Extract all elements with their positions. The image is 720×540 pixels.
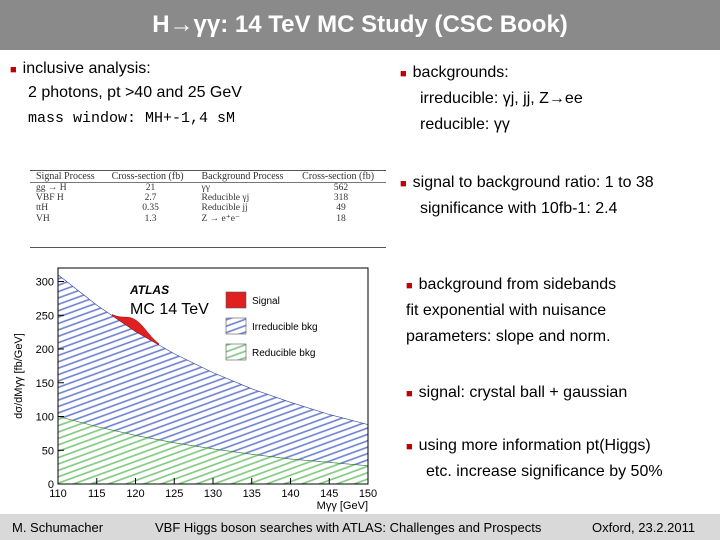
- atlas-label: ATLAS: [129, 283, 169, 297]
- table-cell: 0.35: [142, 203, 159, 213]
- signal-peak: [112, 314, 159, 346]
- bullet-icon: ■: [400, 68, 407, 80]
- table-header-cell: Signal Process: [30, 171, 106, 183]
- bullet-ratio: ■ signal to background ratio: 1 to 38: [400, 174, 654, 192]
- bullet-signal-model: ■ signal: crystal ball + gaussian: [406, 384, 627, 402]
- table-cell: Reducible jj: [201, 203, 248, 213]
- table-cell: 2.7: [144, 193, 157, 203]
- bullet-text: using more information pt(Higgs): [418, 437, 651, 454]
- y-axis-label: dσ/dMγγ [fb/GeV]: [13, 333, 25, 419]
- table-cell: Z → e⁺e⁻: [201, 214, 241, 224]
- sideband-fit-text: fit exponential with nuisance: [406, 302, 607, 319]
- bullet-backgrounds: ■ backgrounds:: [400, 64, 509, 82]
- footer-talk-title: VBF Higgs boson searches with ATLAS: Cha…: [155, 520, 542, 535]
- mc-label: MC 14 TeV: [130, 301, 209, 318]
- x-tick-label: 135: [243, 488, 261, 500]
- bullet-icon: ■: [406, 280, 413, 292]
- table-cell: VBF H: [36, 193, 64, 203]
- bullet-more-info: ■ using more information pt(Higgs): [406, 437, 651, 455]
- legend-label: Reducible bkg: [252, 348, 315, 359]
- slide-title: H→γγ: 14 TeV MC Study (CSC Book): [0, 0, 720, 50]
- legend-swatch: [225, 317, 247, 335]
- y-tick-label: 300: [36, 277, 54, 289]
- table-row: gg → H 21 γγ 562: [30, 183, 386, 193]
- sideband-params-text: parameters: slope and norm.: [406, 328, 611, 345]
- bullet-text: inclusive analysis:: [22, 60, 151, 77]
- bullet-icon: ■: [406, 441, 413, 453]
- bullet-icon: ■: [406, 388, 413, 400]
- footer-author: M. Schumacher: [12, 520, 104, 535]
- bullet-text: signal: crystal ball + gaussian: [418, 384, 628, 401]
- reducible-text: reducible: γγ: [420, 116, 510, 133]
- y-tick-label: 100: [36, 412, 54, 424]
- table-cell: 1.3: [144, 213, 157, 224]
- bullet-text: backgrounds:: [412, 64, 509, 81]
- table-cell: gg → H: [36, 183, 67, 193]
- table-cell: VH: [36, 213, 50, 224]
- x-axis-label: Mγγ [GeV]: [317, 500, 368, 512]
- bullet-text: signal to background ratio: 1 to 38: [412, 174, 654, 191]
- table-cell: ttH: [36, 203, 49, 213]
- legend-label: Irreducible bkg: [252, 322, 318, 333]
- table-cell: 49: [336, 203, 346, 213]
- table-cell: Reducible γj: [201, 193, 250, 203]
- significance-increase-text: etc. increase significance by 50%: [426, 463, 663, 480]
- x-tick-label: 130: [204, 488, 222, 500]
- y-tick-label: 250: [36, 310, 54, 322]
- x-tick-label: 125: [165, 488, 183, 500]
- table-cell: γγ: [201, 183, 210, 193]
- footer-bar: M. Schumacher VBF Higgs boson searches w…: [0, 514, 720, 540]
- bullet-text: background from sidebands: [418, 276, 617, 293]
- table-cell: 21: [145, 183, 156, 193]
- mass-window-text: mass window: MH+-1,4 sM: [28, 110, 236, 127]
- x-tick-label: 145: [320, 488, 338, 500]
- cross-section-table: Signal Process Cross-section (fb) Backgrou…: [30, 170, 386, 248]
- table-row: ttH 0.35 Reducible jj 49: [30, 203, 386, 213]
- x-tick-label: 110: [49, 488, 67, 500]
- y-tick-label: 150: [36, 378, 54, 390]
- table-cell: 18: [336, 213, 346, 224]
- x-tick-label: 120: [126, 488, 144, 500]
- legend-label: Signal: [252, 296, 280, 307]
- bullet-icon: ■: [10, 64, 17, 76]
- y-tick-label: 50: [42, 445, 54, 457]
- x-tick-label: 115: [88, 488, 106, 500]
- y-tick-label: 0: [48, 479, 54, 491]
- photon-cuts-text: 2 photons, pt >40 and 25 GeV: [28, 84, 242, 101]
- table-header-cell: Background Process: [195, 171, 297, 183]
- x-tick-label: 150: [359, 488, 377, 500]
- table-row: VBF H 2.7 Reducible γj 318: [30, 193, 386, 203]
- bullet-inclusive: ■ inclusive analysis:: [10, 60, 151, 78]
- legend-swatch: [225, 291, 247, 309]
- table-row: VH 1.3 Z → e⁺e⁻ 18: [30, 213, 386, 225]
- significance-text: significance with 10fb-1: 2.4: [420, 200, 618, 217]
- table-header-cell: Cross-section (fb): [105, 171, 196, 183]
- table-header-cell: Cross-section (fb): [296, 171, 386, 183]
- legend-swatch: [225, 343, 247, 361]
- table-cell: 318: [333, 193, 349, 203]
- y-tick-label: 200: [36, 344, 54, 356]
- bullet-icon: ■: [400, 178, 407, 190]
- table-cell: 562: [333, 183, 349, 193]
- footer-venue-date: Oxford, 23.2.2011: [592, 520, 696, 535]
- irreducible-text: irreducible: γj, jj, Z→ee: [420, 90, 583, 107]
- x-tick-label: 140: [281, 488, 299, 500]
- bullet-sidebands: ■ background from sidebands: [406, 276, 616, 294]
- mass-distribution-plot: 110 115 120 125 130 135 140 145 150 0 50 100 150 200 2…: [13, 267, 377, 512]
